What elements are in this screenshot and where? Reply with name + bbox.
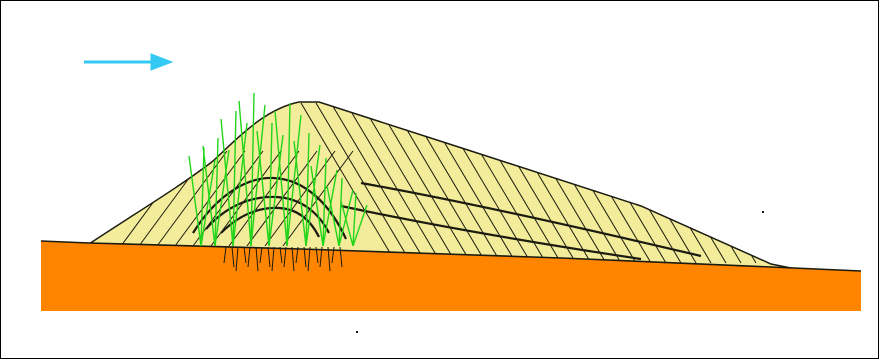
sand-dune xyxy=(88,101,807,272)
ground-layer xyxy=(41,241,861,311)
wind-direction-arrow-icon xyxy=(84,53,174,71)
image-specks xyxy=(356,211,764,333)
plant-roots xyxy=(223,246,343,272)
buried-dune-profiles xyxy=(192,176,702,261)
ground-surface-line xyxy=(40,240,862,272)
grass-icon xyxy=(188,92,368,247)
